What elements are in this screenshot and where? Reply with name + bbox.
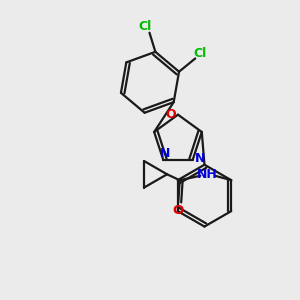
Text: O: O <box>172 204 184 217</box>
Text: Cl: Cl <box>138 20 152 33</box>
Text: NH: NH <box>197 168 218 181</box>
Text: O: O <box>165 108 176 121</box>
Text: N: N <box>195 152 205 165</box>
Text: N: N <box>160 147 170 160</box>
Text: Cl: Cl <box>193 47 206 60</box>
